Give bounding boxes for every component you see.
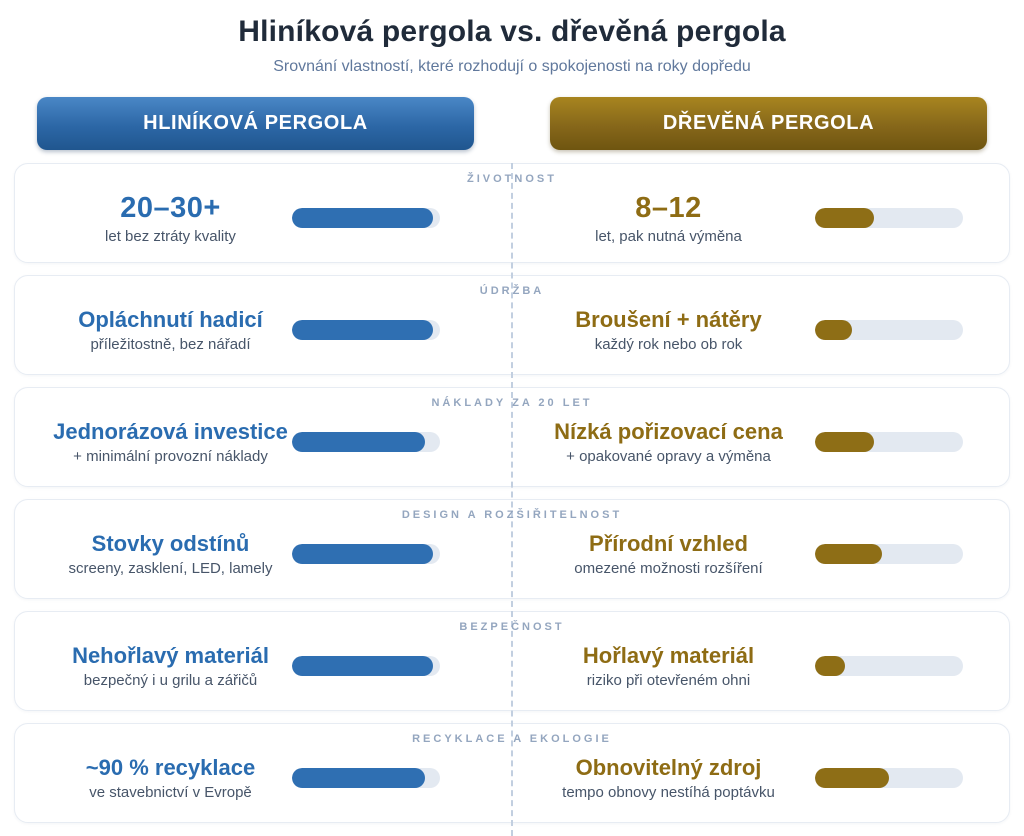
row-left-text: Jednorázová investice + minimální provoz…: [15, 419, 292, 465]
right-bar-fill: [815, 208, 875, 228]
row-right-subtext: riziko při otevřeném ohni: [586, 672, 751, 690]
category-label: DESIGN A ROZŠIŘITELNOST: [401, 509, 623, 521]
row-left-value: 20–30+: [120, 191, 221, 224]
row-left-text: Stovky odstínů screeny, zasklení, LED, l…: [15, 531, 292, 577]
row-right-subtext: let, pak nutná výměna: [595, 228, 742, 246]
row-right-subtext: tempo obnovy nestíhá poptávku: [562, 784, 775, 802]
category-label: ŽIVOTNOST: [467, 173, 557, 185]
right-bar-fill: [815, 432, 875, 452]
wooden-pergola-header-button[interactable]: DŘEVĚNÁ PERGOLA: [550, 97, 987, 150]
row-right-text: Obnovitelný zdroj tempo obnovy nestíhá p…: [512, 755, 815, 801]
row-right-value: Nízká pořizovací cena: [554, 418, 783, 444]
comparison-rows: ŽIVOTNOST 20–30+ let bez ztráty kvality …: [14, 163, 1010, 836]
row-left-text: 20–30+ let bez ztráty kvality: [15, 191, 292, 246]
row-right-subtext: každý rok nebo ob rok: [594, 336, 743, 354]
right-bar: [815, 208, 963, 228]
category-label: RECYKLACE A EKOLOGIE: [412, 733, 612, 745]
row-right-value: Přírodní vzhled: [589, 530, 748, 556]
page-title: Hliníková pergola vs. dřevěná pergola: [238, 15, 786, 48]
right-bar: [815, 544, 963, 564]
row-left-cell: ~90 % recyklace ve stavebnictví v Evropě: [15, 724, 512, 822]
row-right-cell: Obnovitelný zdroj tempo obnovy nestíhá p…: [512, 724, 1009, 822]
row-left-value: Stovky odstínů: [91, 530, 250, 556]
row-left-subtext: let bez ztráty kvality: [105, 228, 236, 246]
row-right-subtext: + opakované opravy a výměna: [566, 448, 771, 466]
row-left-cell: Nehořlavý materiál bezpečný i u grilu a …: [15, 612, 512, 710]
page-subtitle: Srovnání vlastností, které rozhodují o s…: [273, 58, 751, 75]
right-bar-fill: [815, 656, 845, 676]
row-right-text: Broušení + nátěry každý rok nebo ob rok: [512, 307, 815, 353]
row-left-subtext: příležitostně, bez nářadí: [90, 336, 251, 354]
row-left-cell: Opláchnutí hadicí příležitostně, bez nář…: [15, 276, 512, 374]
right-bar: [815, 432, 963, 452]
row-left-cell: Jednorázová investice + minimální provoz…: [15, 388, 512, 486]
row-right-cell: Přírodní vzhled omezené možnosti rozšíře…: [512, 500, 1009, 598]
left-bar: [292, 208, 440, 228]
column-headers: HLINÍKOVÁ PERGOLA DŘEVĚNÁ PERGOLA: [0, 97, 1024, 150]
row-left-subtext: ve stavebnictví v Evropě: [89, 784, 252, 802]
left-bar-fill: [292, 544, 433, 564]
row-right-cell: Nízká pořizovací cena + opakované opravy…: [512, 388, 1009, 486]
row-right-subtext: omezené možnosti rozšíření: [574, 560, 763, 578]
category-label: ÚDRŽBA: [479, 285, 545, 297]
left-bar: [292, 320, 440, 340]
row-right-cell: Broušení + nátěry každý rok nebo ob rok: [512, 276, 1009, 374]
left-bar: [292, 544, 440, 564]
row-right-text: Nízká pořizovací cena + opakované opravy…: [512, 419, 815, 465]
right-bar: [815, 768, 963, 788]
right-bar: [815, 656, 963, 676]
row-left-value: Nehořlavý materiál: [72, 642, 269, 668]
row-right-cell: Hořlavý materiál riziko při otevřeném oh…: [512, 612, 1009, 710]
category-label: BEZPEČNOST: [459, 621, 565, 633]
row-left-value: Opláchnutí hadicí: [78, 306, 263, 332]
row-right-value: Obnovitelný zdroj: [575, 754, 762, 780]
row-left-value: Jednorázová investice: [53, 418, 288, 444]
row-left-subtext: + minimální provozní náklady: [73, 448, 268, 466]
left-bar-fill: [292, 320, 433, 340]
row-right-cell: 8–12 let, pak nutná výměna: [512, 164, 1009, 262]
row-right-text: 8–12 let, pak nutná výměna: [512, 191, 815, 246]
aluminum-pergola-header-button[interactable]: HLINÍKOVÁ PERGOLA: [37, 97, 474, 150]
right-bar-fill: [815, 768, 889, 788]
row-right-value: 8–12: [635, 191, 702, 224]
row-left-cell: 20–30+ let bez ztráty kvality: [15, 164, 512, 262]
left-bar-fill: [292, 208, 433, 228]
right-bar-fill: [815, 320, 852, 340]
center-dashed-divider: [511, 163, 513, 836]
right-bar: [815, 320, 963, 340]
row-design-extensibility: DESIGN A ROZŠIŘITELNOST Stovky odstínů s…: [14, 499, 1010, 599]
left-bar-fill: [292, 768, 426, 788]
row-right-text: Přírodní vzhled omezené možnosti rozšíře…: [512, 531, 815, 577]
category-label: NÁKLADY ZA 20 LET: [431, 397, 593, 409]
row-left-value: ~90 % recyklace: [85, 754, 256, 780]
row-left-subtext: bezpečný i u grilu a zářičů: [83, 672, 258, 690]
row-right-value: Broušení + nátěry: [575, 306, 762, 332]
left-bar: [292, 432, 440, 452]
left-bar: [292, 656, 440, 676]
left-bar-fill: [292, 656, 433, 676]
left-bar-fill: [292, 432, 426, 452]
left-bar: [292, 768, 440, 788]
row-right-text: Hořlavý materiál riziko při otevřeném oh…: [512, 643, 815, 689]
right-bar-fill: [815, 544, 882, 564]
row-left-text: Opláchnutí hadicí příležitostně, bez nář…: [15, 307, 292, 353]
row-left-text: Nehořlavý materiál bezpečný i u grilu a …: [15, 643, 292, 689]
row-left-subtext: screeny, zasklení, LED, lamely: [68, 560, 273, 578]
row-left-cell: Stovky odstínů screeny, zasklení, LED, l…: [15, 500, 512, 598]
row-left-text: ~90 % recyklace ve stavebnictví v Evropě: [15, 755, 292, 801]
row-right-value: Hořlavý materiál: [582, 642, 755, 668]
